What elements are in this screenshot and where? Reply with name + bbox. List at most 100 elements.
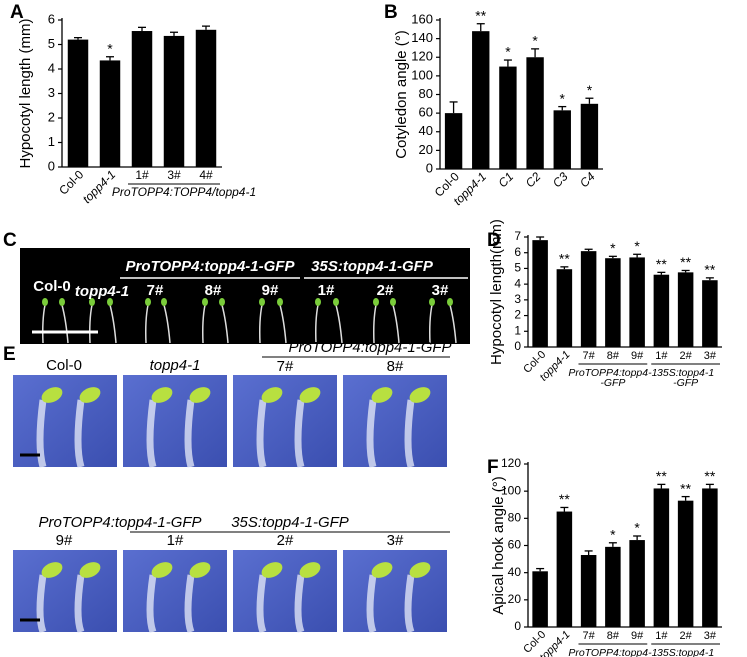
- seedling-label: 7#: [147, 282, 164, 299]
- significance: *: [610, 240, 616, 256]
- bar: [556, 269, 573, 347]
- seedling-stem: [429, 304, 433, 344]
- y-tick-label: 80: [508, 511, 522, 525]
- significance: **: [475, 7, 486, 23]
- x-tick-label: 2#: [680, 350, 693, 362]
- x-tick-label: C4: [577, 169, 598, 190]
- seedling-label: 1#: [318, 282, 335, 299]
- panel-letter: A: [10, 2, 24, 23]
- seedling-stem: [366, 574, 377, 634]
- y-tick-label: 20: [419, 142, 433, 157]
- seedling-stem: [259, 304, 263, 344]
- y-tick-label: 5: [48, 36, 55, 51]
- bar: [605, 258, 621, 347]
- y-tick-label: 0: [48, 158, 55, 173]
- bar: [195, 29, 217, 167]
- significance: *: [610, 526, 616, 542]
- seedling-stem: [256, 399, 267, 468]
- seedlings: [42, 298, 457, 344]
- y-tick-label: 4: [48, 60, 55, 75]
- cotyledon: [371, 387, 393, 403]
- photo: [343, 375, 447, 467]
- image-label: Col-0: [46, 357, 82, 374]
- bar: [653, 488, 670, 627]
- group-label: 35S:topp4-1: [657, 367, 714, 379]
- seedling-stem: [184, 399, 195, 468]
- bar: [580, 251, 597, 347]
- y-tick-label: 2: [48, 109, 55, 124]
- bar: [605, 546, 621, 627]
- group-label: ProTOPP4:TOPP4/topp4-1: [112, 185, 256, 199]
- y-tick-label: 6: [514, 245, 521, 259]
- seedling-stem: [89, 304, 93, 344]
- x-tick-label: 1#: [135, 168, 149, 182]
- group-label: ProTOPP4:topp4-1-GFP: [38, 514, 201, 531]
- y-tick-label: 0: [514, 339, 521, 353]
- significance: *: [634, 520, 640, 536]
- cotyledon: [259, 298, 265, 306]
- y-tick-label: 100: [501, 483, 521, 497]
- bar: [629, 257, 645, 347]
- y-tick-label: 40: [508, 565, 522, 579]
- seedling-label: 9#: [262, 282, 279, 299]
- x-tick-label: 7#: [583, 350, 596, 362]
- group-label: ProTOPP4:topp4-1: [568, 367, 657, 379]
- cotyledon: [299, 387, 321, 403]
- seedling-stem: [256, 574, 267, 634]
- cotyledon: [41, 562, 63, 578]
- y-tick-label: 7: [514, 229, 521, 243]
- bar: [532, 240, 548, 347]
- group-label: -GFP: [600, 377, 625, 389]
- seedling-stem: [109, 304, 117, 344]
- x-tick-label: 3#: [704, 630, 717, 642]
- seedling-stem: [335, 304, 343, 344]
- cotyledon: [79, 387, 101, 403]
- significance: **: [559, 251, 570, 267]
- cotyledon: [447, 298, 453, 306]
- seedling-stem: [145, 304, 149, 344]
- significance: **: [680, 480, 691, 496]
- y-tick-label: 160: [411, 11, 433, 26]
- photo: [233, 550, 337, 632]
- y-axis-label: Hypocotyl length(mm): [488, 219, 505, 365]
- cotyledon: [261, 562, 283, 578]
- x-tick-label: 8#: [607, 350, 620, 362]
- panel-letter: F: [487, 457, 499, 478]
- bar: [526, 57, 544, 169]
- x-tick-label: 9#: [631, 350, 644, 362]
- seedling-stem: [404, 574, 415, 634]
- bar: [532, 571, 548, 627]
- seedling-stem: [315, 304, 319, 344]
- y-tick-label: 1: [514, 323, 521, 337]
- y-tick-label: 2: [514, 308, 521, 322]
- y-tick-label: 140: [411, 30, 433, 45]
- x-tick-label: 9#: [631, 630, 644, 642]
- seedling-stem: [366, 399, 377, 468]
- seedling-stem: [294, 574, 305, 634]
- y-tick-label: 100: [411, 67, 433, 82]
- seedling-stem: [184, 574, 195, 634]
- cotyledon: [41, 387, 63, 403]
- bar: [677, 272, 694, 347]
- y-tick-label: 3: [48, 85, 55, 100]
- y-tick-label: 60: [419, 105, 433, 120]
- photo: [233, 375, 337, 467]
- cotyledon: [151, 562, 173, 578]
- y-tick-label: 6: [48, 11, 55, 26]
- bar: [677, 500, 694, 627]
- seedling-label: 3#: [432, 282, 449, 299]
- image-label: 7#: [277, 358, 294, 375]
- y-tick-label: 60: [508, 538, 522, 552]
- x-tick-label: 8#: [607, 630, 620, 642]
- significance: **: [559, 491, 570, 507]
- cotyledon: [315, 298, 321, 306]
- significance: *: [587, 82, 593, 98]
- significance: **: [704, 468, 715, 484]
- photo: [13, 550, 117, 632]
- x-tick-label: 2#: [680, 630, 693, 642]
- y-tick-label: 120: [411, 49, 433, 64]
- cotyledon: [429, 298, 435, 306]
- cotyledon: [189, 387, 211, 403]
- group-label: 35S:topp4-1-GFP: [311, 258, 434, 275]
- cotyledon: [277, 298, 283, 306]
